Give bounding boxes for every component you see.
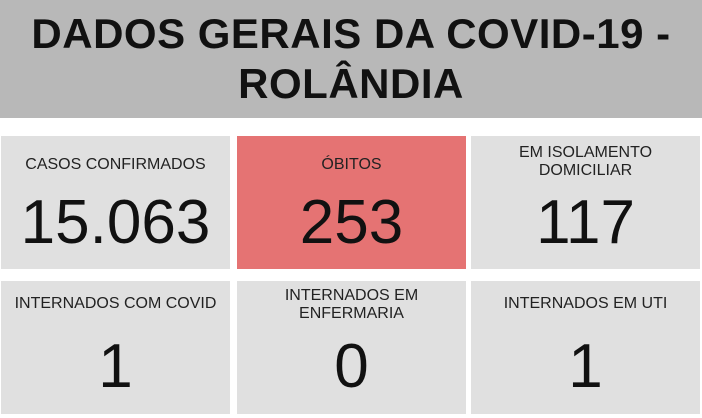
card-label: INTERNADOS EM ENFERMARIA — [284, 287, 419, 322]
card-casos-confirmados: CASOS CONFIRMADOS 15.063 — [1, 136, 230, 269]
card-value: 1 — [98, 332, 133, 401]
card-value: 253 — [299, 188, 404, 257]
page-title: DADOS GERAIS DA COVID-19 - ROLÂNDIA — [31, 10, 671, 107]
card-obitos: ÓBITOS 253 — [237, 136, 466, 269]
page-header: DADOS GERAIS DA COVID-19 - ROLÂNDIA — [0, 0, 702, 118]
card-label: INTERNADOS COM COVID — [14, 295, 217, 312]
card-label: INTERNADOS EM UTI — [503, 295, 668, 312]
card-label: EM ISOLAMENTO DOMICILIAR — [518, 144, 653, 179]
card-value: 0 — [334, 332, 369, 401]
card-internados-uti: INTERNADOS EM UTI 1 — [471, 281, 700, 414]
card-value: 117 — [536, 188, 635, 257]
card-internados-enfermaria: INTERNADOS EM ENFERMARIA 0 — [237, 281, 466, 414]
card-isolamento-domiciliar: EM ISOLAMENTO DOMICILIAR 117 — [471, 136, 700, 269]
card-label: ÓBITOS — [321, 156, 382, 173]
card-internados-covid: INTERNADOS COM COVID 1 — [1, 281, 230, 414]
card-value: 1 — [568, 332, 603, 401]
card-label: CASOS CONFIRMADOS — [25, 156, 206, 173]
card-value: 15.063 — [20, 188, 211, 257]
